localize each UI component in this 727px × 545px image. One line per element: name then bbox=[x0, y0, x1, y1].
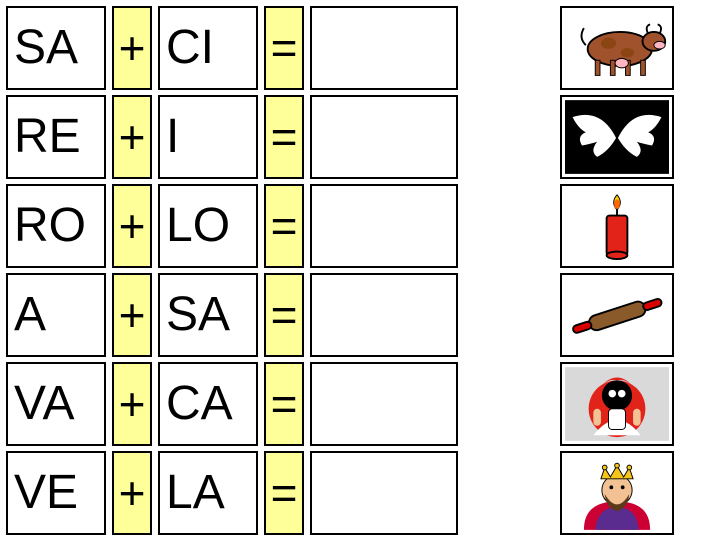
rolling-pin-icon[interactable] bbox=[560, 273, 674, 357]
answer-box[interactable] bbox=[310, 451, 458, 535]
equals-operator: = bbox=[264, 451, 304, 535]
answer-box[interactable] bbox=[310, 184, 458, 268]
syllable-1: A bbox=[6, 273, 106, 357]
equation-row: VE + LA = bbox=[6, 451, 721, 535]
spacer bbox=[464, 451, 560, 535]
equals-operator: = bbox=[264, 95, 304, 179]
equals-operator: = bbox=[264, 362, 304, 446]
answer-box[interactable] bbox=[310, 6, 458, 90]
plus-operator: + bbox=[112, 451, 152, 535]
equals-operator: = bbox=[264, 273, 304, 357]
syllable-1: SA bbox=[6, 6, 106, 90]
spacer bbox=[464, 362, 560, 446]
wings-icon[interactable] bbox=[560, 95, 674, 179]
king-icon[interactable] bbox=[560, 451, 674, 535]
equals-operator: = bbox=[264, 184, 304, 268]
plus-operator: + bbox=[112, 273, 152, 357]
answer-box[interactable] bbox=[310, 362, 458, 446]
mascot-icon[interactable] bbox=[560, 362, 674, 446]
syllable-1: RO bbox=[6, 184, 106, 268]
plus-operator: + bbox=[112, 184, 152, 268]
equation-row: A + SA = bbox=[6, 273, 721, 357]
syllable-1: VA bbox=[6, 362, 106, 446]
plus-operator: + bbox=[112, 362, 152, 446]
spacer bbox=[464, 273, 560, 357]
plus-operator: + bbox=[112, 95, 152, 179]
equation-row: RE + I = bbox=[6, 95, 721, 179]
candle-icon[interactable] bbox=[560, 184, 674, 268]
syllable-1: RE bbox=[6, 95, 106, 179]
cow-icon[interactable] bbox=[560, 6, 674, 90]
equation-row: RO + LO = bbox=[6, 184, 721, 268]
plus-operator: + bbox=[112, 6, 152, 90]
syllable-2: LO bbox=[158, 184, 258, 268]
syllable-2: CA bbox=[158, 362, 258, 446]
spacer bbox=[464, 184, 560, 268]
equals-operator: = bbox=[264, 6, 304, 90]
spacer bbox=[464, 6, 560, 90]
answer-box[interactable] bbox=[310, 95, 458, 179]
equation-row: VA + CA = bbox=[6, 362, 721, 446]
equation-row: SA + CI = bbox=[6, 6, 721, 90]
syllable-2: SA bbox=[158, 273, 258, 357]
syllable-2: I bbox=[158, 95, 258, 179]
syllable-2: CI bbox=[158, 6, 258, 90]
syllable-1: VE bbox=[6, 451, 106, 535]
answer-box[interactable] bbox=[310, 273, 458, 357]
syllable-2: LA bbox=[158, 451, 258, 535]
spacer bbox=[464, 95, 560, 179]
